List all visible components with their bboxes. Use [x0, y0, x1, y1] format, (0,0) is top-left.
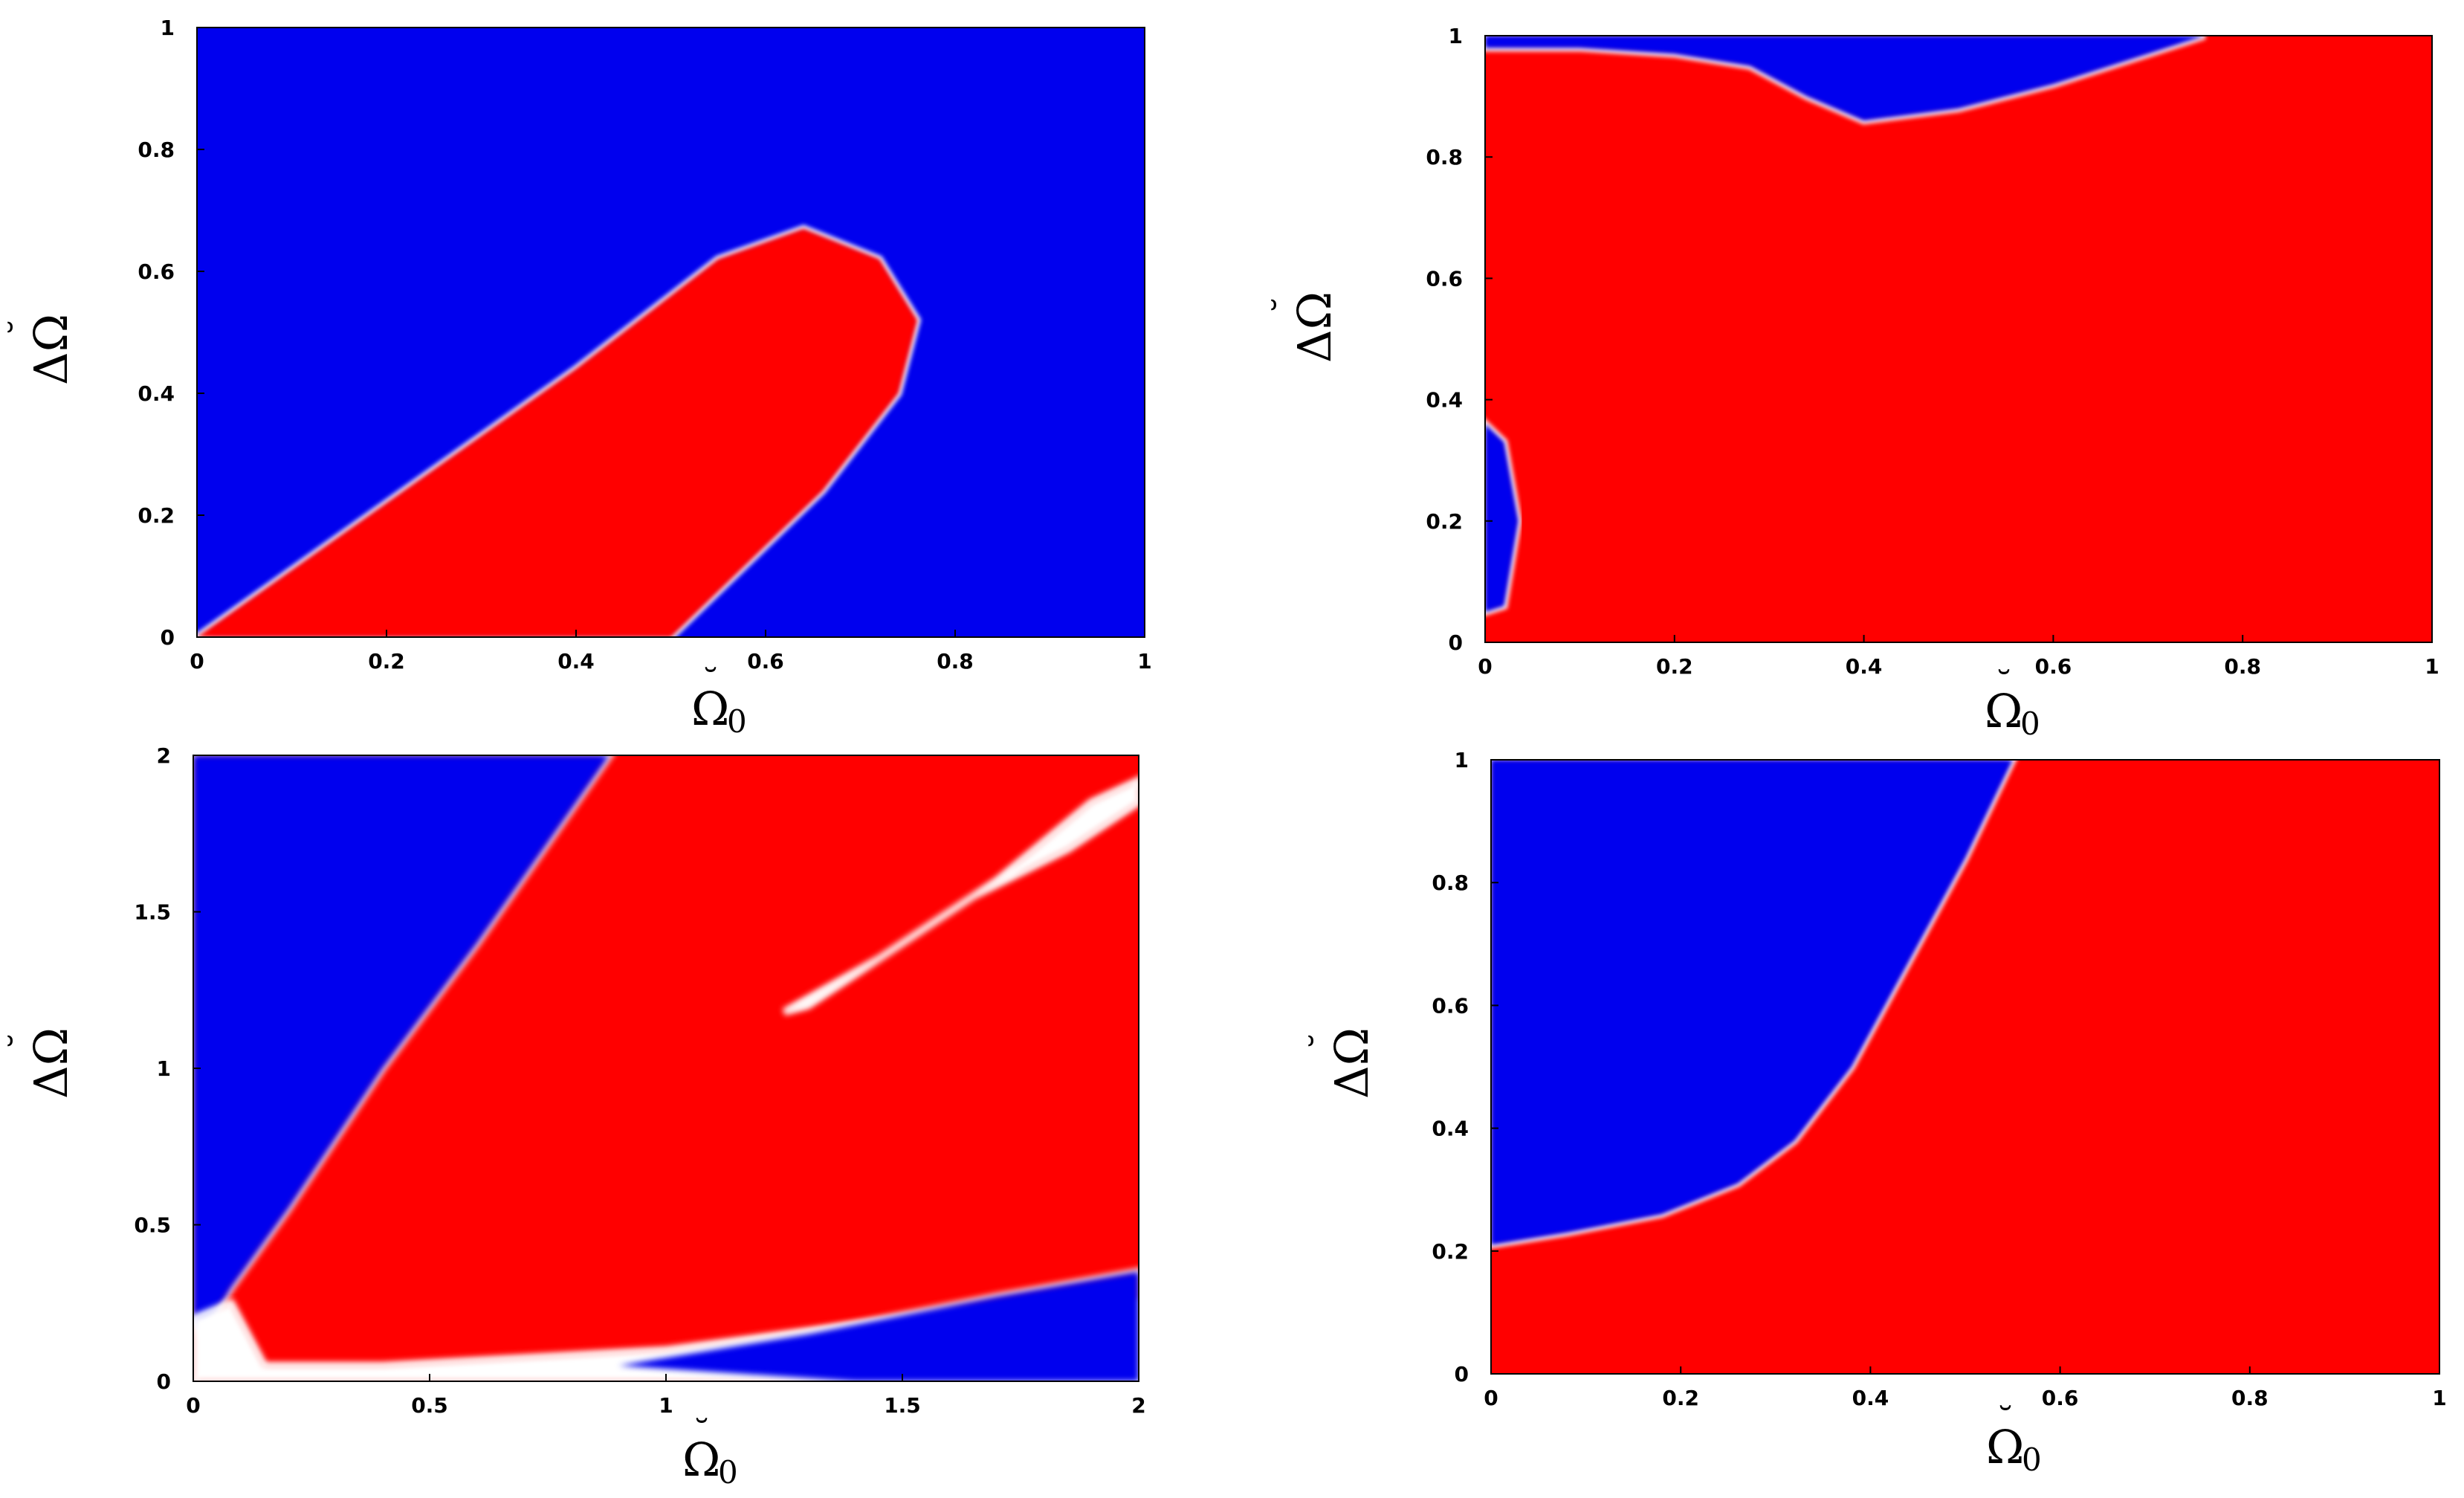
y-axis-label: ΔΩ	[24, 1027, 78, 1099]
x-tick-label: 0.6	[2035, 654, 2072, 679]
x-tick-label: 0.6	[2042, 1386, 2079, 1410]
y-tick-label: 0.8	[1432, 871, 1469, 895]
x-tick-label: 0.8	[2224, 654, 2261, 679]
y-tick-label: 0	[1455, 1362, 1469, 1386]
y-tick-label: 0	[157, 1369, 171, 1394]
heatmap-region-blue	[1485, 36, 2205, 121]
x-tick-label: 0.8	[937, 649, 974, 674]
x-tick-label: 0.2	[1656, 654, 1693, 679]
y-tick-label: 0.6	[1426, 266, 1463, 291]
y-axis-label-accent: ˘	[1304, 1032, 1345, 1050]
x-axis-label-accent: ˘	[702, 662, 720, 704]
x-tick-label: 1.5	[884, 1393, 921, 1418]
x-tick-label: 0	[1478, 654, 1492, 679]
y-axis-label-accent: ˘	[1267, 296, 1308, 314]
y-tick-label: 0	[161, 625, 175, 650]
x-tick-label: 0.2	[368, 649, 405, 674]
x-axis-label-accent: ˘	[1996, 1401, 2014, 1442]
plot-frame	[196, 27, 1145, 638]
heatmap-region-white	[784, 780, 1139, 1013]
y-tick-label: 1	[157, 1056, 171, 1081]
y-tick-label: 1	[161, 16, 175, 40]
x-tick-label: 1	[2432, 1386, 2446, 1410]
plot-frame	[1484, 35, 2433, 643]
y-axis-label: ΔΩ	[1287, 291, 1342, 363]
x-tick-label: 0	[190, 649, 204, 674]
heatmap-region-blue	[1485, 424, 1519, 613]
x-axis-label-accent: ˘	[1995, 665, 2013, 706]
x-axis-label: Ω	[1985, 684, 2022, 738]
plot-frame	[1490, 759, 2440, 1375]
x-axis-label: Ω	[1986, 1420, 2024, 1474]
x-tick-label: 0	[1484, 1386, 1498, 1410]
y-tick-label: 0.8	[138, 138, 175, 162]
y-tick-label: 0.6	[1432, 993, 1469, 1018]
x-axis-label-subscript: 0	[718, 1454, 738, 1491]
y-axis-label-accent: ˘	[3, 318, 45, 336]
y-axis-label: ΔΩ	[24, 314, 78, 385]
y-tick-label: 0.4	[1426, 388, 1463, 413]
heatmap-region-red	[197, 228, 917, 637]
x-tick-label: 1	[2425, 654, 2439, 679]
x-tick-label: 0	[186, 1393, 200, 1418]
y-tick-label: 2	[157, 743, 171, 768]
y-tick-label: 0.2	[1426, 509, 1463, 534]
heatmap-region-blue	[193, 755, 609, 1334]
y-tick-label: 0.6	[138, 259, 175, 284]
x-axis-label-subscript: 0	[2020, 706, 2040, 742]
y-tick-label: 1	[1455, 748, 1469, 772]
x-tick-label: 0.4	[557, 649, 595, 674]
x-tick-label: 0.4	[1852, 1386, 1889, 1410]
x-tick-label: 0.4	[1846, 654, 1883, 679]
y-tick-label: 0.4	[138, 381, 175, 406]
y-tick-label: 0	[1449, 630, 1463, 655]
x-tick-label: 1	[659, 1393, 673, 1418]
x-tick-label: 0.6	[747, 649, 784, 674]
x-axis-label: Ω	[691, 682, 729, 736]
x-axis-label-subscript: 0	[727, 703, 747, 740]
heatmap-region-blue	[1491, 760, 2013, 1245]
x-tick-label: 0.2	[1662, 1386, 1699, 1410]
x-axis-label-accent: ˘	[693, 1413, 711, 1455]
heatmap-region-blue	[618, 1271, 1139, 1381]
y-axis-label: ΔΩ	[1325, 1027, 1379, 1099]
y-axis-label-accent: ˘	[3, 1032, 45, 1050]
y-tick-label: 0.8	[1426, 145, 1463, 170]
y-tick-label: 0.5	[134, 1213, 171, 1238]
x-axis-label-subscript: 0	[2022, 1441, 2042, 1478]
heatmap-background	[1485, 36, 2432, 642]
y-tick-label: 0.2	[138, 503, 175, 528]
x-axis-label: Ω	[682, 1433, 720, 1487]
y-tick-label: 0.4	[1432, 1117, 1469, 1141]
y-tick-label: 1	[1449, 24, 1463, 48]
x-tick-label: 0.5	[411, 1393, 448, 1418]
x-tick-label: 2	[1131, 1393, 1145, 1418]
y-tick-label: 1.5	[134, 900, 171, 925]
y-tick-label: 0.2	[1432, 1239, 1469, 1264]
x-tick-label: 1	[1137, 649, 1151, 674]
x-tick-label: 0.8	[2231, 1386, 2269, 1410]
